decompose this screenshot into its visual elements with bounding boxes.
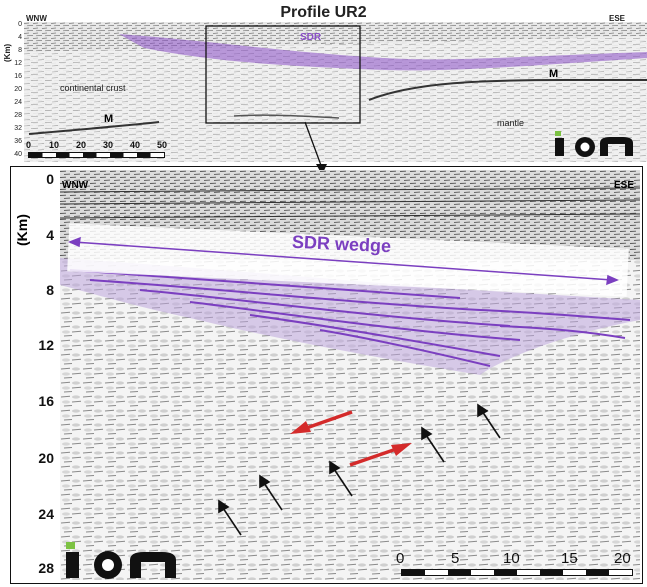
detail-scale-bar <box>401 569 633 576</box>
mantle-label: mantle <box>497 118 525 128</box>
overview-moho-right <box>368 79 647 101</box>
detail-ytick: 8 <box>46 282 54 298</box>
black-arrows <box>218 403 501 536</box>
detail-scale-tick: 15 <box>561 550 578 567</box>
detail-scale-tick: 0 <box>396 550 405 567</box>
moho-right-label: M <box>549 68 559 80</box>
overview-ytick: 12 <box>14 60 22 67</box>
detail-ytick: 16 <box>38 393 54 409</box>
detail-ytick: 28 <box>38 560 54 576</box>
sdr-wedge-arrow <box>68 236 619 286</box>
sdr-wedge-label: SDR wedge <box>291 231 392 257</box>
overview-scale-tick: 40 <box>130 140 141 150</box>
overview-wnw-label: WNW <box>26 14 47 23</box>
overview-ytick: 32 <box>14 125 22 132</box>
overview-scale-tick: 30 <box>103 140 114 150</box>
overview-ytick: 20 <box>14 86 22 93</box>
overview-ytick: 40 <box>14 151 22 158</box>
overview-scale-tick: 50 <box>157 140 168 150</box>
overview-seismic-section <box>24 22 647 162</box>
overview-ytick: 36 <box>14 138 22 145</box>
overview-ytick: 16 <box>14 73 22 80</box>
detail-ion-logo <box>66 540 194 580</box>
overview-ytick: 4 <box>18 34 22 41</box>
detail-seismic-section <box>59 170 641 580</box>
detail-ytick: 24 <box>38 506 54 522</box>
zoom-box <box>205 25 361 124</box>
overview-ese-label: ESE <box>609 14 626 23</box>
detail-ytick: 0 <box>46 171 54 187</box>
overview-scale-bar <box>28 152 165 158</box>
sdr-wedge-area <box>60 258 640 375</box>
detail-panel <box>10 166 643 584</box>
overview-scale-tick: 20 <box>76 140 87 150</box>
overview-ytick: 0 <box>18 21 22 28</box>
overview-ytick: 8 <box>18 47 22 54</box>
detail-ese-label: ESE <box>614 180 635 191</box>
detail-ytick: 4 <box>46 227 54 243</box>
overview-scale-tick: 10 <box>49 140 60 150</box>
detail-ytick: 12 <box>38 337 54 353</box>
overview-moho-left <box>28 121 160 135</box>
detail-wnw-label: WNW <box>62 180 89 191</box>
continental-crust-label: continental crust <box>60 83 126 93</box>
overview-sdr-label: SDR <box>300 32 322 43</box>
overview-ytick: 28 <box>14 112 22 119</box>
overview-panel <box>24 22 647 162</box>
detail-scale-tick: 20 <box>614 550 631 567</box>
overview-scale-tick: 0 <box>26 140 32 150</box>
page-title: Profile UR2 <box>280 4 367 21</box>
detail-ytick: 20 <box>38 450 54 466</box>
overview-ion-logo <box>555 128 645 158</box>
overview-ytick: 24 <box>14 99 22 106</box>
red-shear-arrows <box>290 410 412 467</box>
detail-scale-tick: 10 <box>503 550 520 567</box>
moho-left-label: M <box>104 113 114 125</box>
detail-scale-tick: 5 <box>451 550 460 567</box>
overview-sdr-band <box>119 34 647 71</box>
